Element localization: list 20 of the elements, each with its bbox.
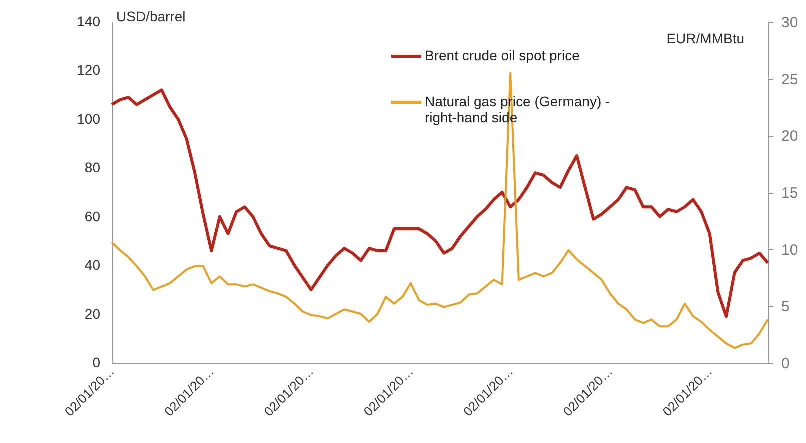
y-tick-label: 80	[84, 160, 101, 176]
y2-tick-label: 10	[782, 242, 798, 259]
y-tick-label: 120	[77, 62, 101, 78]
y-tick-label: 140	[77, 14, 101, 30]
y2-tick-label: 30	[782, 14, 798, 32]
y2-tick-label: 0	[782, 356, 790, 372]
y2-tick-label: 5	[782, 298, 790, 316]
y2-tick-label: 20	[782, 128, 798, 146]
y2-tick-label: 15	[782, 185, 798, 202]
y-tick-label: 40	[84, 257, 101, 274]
y-tick-label: 0	[92, 354, 101, 370]
y2-tick-label: 25	[782, 71, 798, 88]
line-series	[111, 72, 769, 350]
y-tick-label: 20	[84, 306, 101, 322]
y-tick-label: 100	[77, 110, 101, 127]
y-axis-title: USD/barrel	[116, 8, 186, 24]
y2-axis-title: EUR/MMBtu	[666, 30, 744, 46]
y-tick-label: 60	[84, 208, 101, 224]
line-series	[110, 88, 770, 318]
legend-label: Brent crude oil spot price	[425, 48, 580, 64]
